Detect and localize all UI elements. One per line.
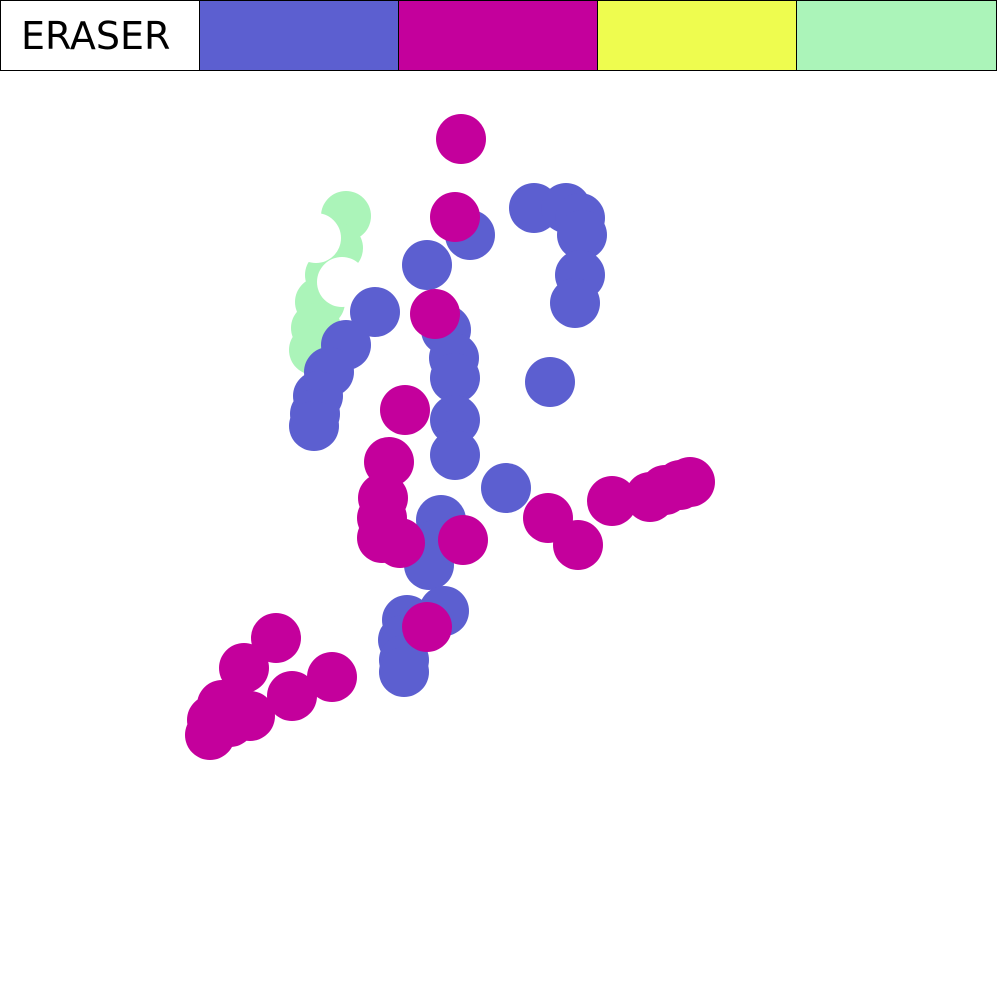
paint-dab <box>380 385 430 435</box>
paint-dab <box>307 652 357 702</box>
brush-stroke <box>430 192 480 242</box>
brush-stroke <box>410 289 460 339</box>
paint-dab <box>379 647 429 697</box>
paint-dab <box>587 476 637 526</box>
paint-dab <box>550 278 600 328</box>
brush-stroke <box>525 357 575 407</box>
toolbar: ERASER <box>0 0 1000 71</box>
paint-dab <box>267 671 317 721</box>
color-swatch-yellow[interactable] <box>597 0 797 71</box>
brush-stroke <box>185 613 357 760</box>
brush-stroke <box>481 463 531 513</box>
brush-stroke <box>357 437 425 568</box>
paint-dab <box>251 613 301 663</box>
brush-stroke <box>587 457 715 526</box>
paint-dab <box>219 643 269 693</box>
paint-dab <box>291 213 341 263</box>
brush-stroke <box>436 114 486 164</box>
brush-stroke <box>291 213 367 307</box>
paint-dab <box>553 520 603 570</box>
canvas-background <box>0 71 1000 1000</box>
paint-dab <box>430 395 480 445</box>
color-swatch-magenta[interactable] <box>398 0 598 71</box>
brush-stroke <box>378 586 469 697</box>
brush-stroke <box>523 493 603 570</box>
eraser-button[interactable]: ERASER <box>0 0 200 71</box>
paint-dab <box>402 240 452 290</box>
brush-stroke <box>402 240 480 480</box>
brush-stroke <box>438 515 488 565</box>
eraser-label: ERASER <box>21 13 171 58</box>
brush-stroke <box>289 287 400 451</box>
brush-stroke <box>509 183 607 328</box>
paint-dab <box>350 287 400 337</box>
paint-dab <box>436 114 486 164</box>
paint-dab <box>557 210 607 260</box>
paint-dab <box>430 353 480 403</box>
paint-dab <box>430 192 480 242</box>
paint-dab <box>375 518 425 568</box>
paint-dab <box>410 289 460 339</box>
brush-stroke <box>402 602 452 652</box>
paint-dab <box>438 515 488 565</box>
paint-dab <box>430 430 480 480</box>
color-swatch-mint[interactable] <box>796 0 997 71</box>
color-swatch-blue[interactable] <box>199 0 399 71</box>
brush-stroke <box>380 385 430 435</box>
paint-dab <box>225 691 275 741</box>
paint-dab <box>289 401 339 451</box>
paint-dab <box>481 463 531 513</box>
paint-dab <box>525 357 575 407</box>
paint-dab <box>402 602 452 652</box>
paint-dab <box>317 257 367 307</box>
drawing-canvas[interactable] <box>0 71 1000 1000</box>
paint-dab <box>665 457 715 507</box>
